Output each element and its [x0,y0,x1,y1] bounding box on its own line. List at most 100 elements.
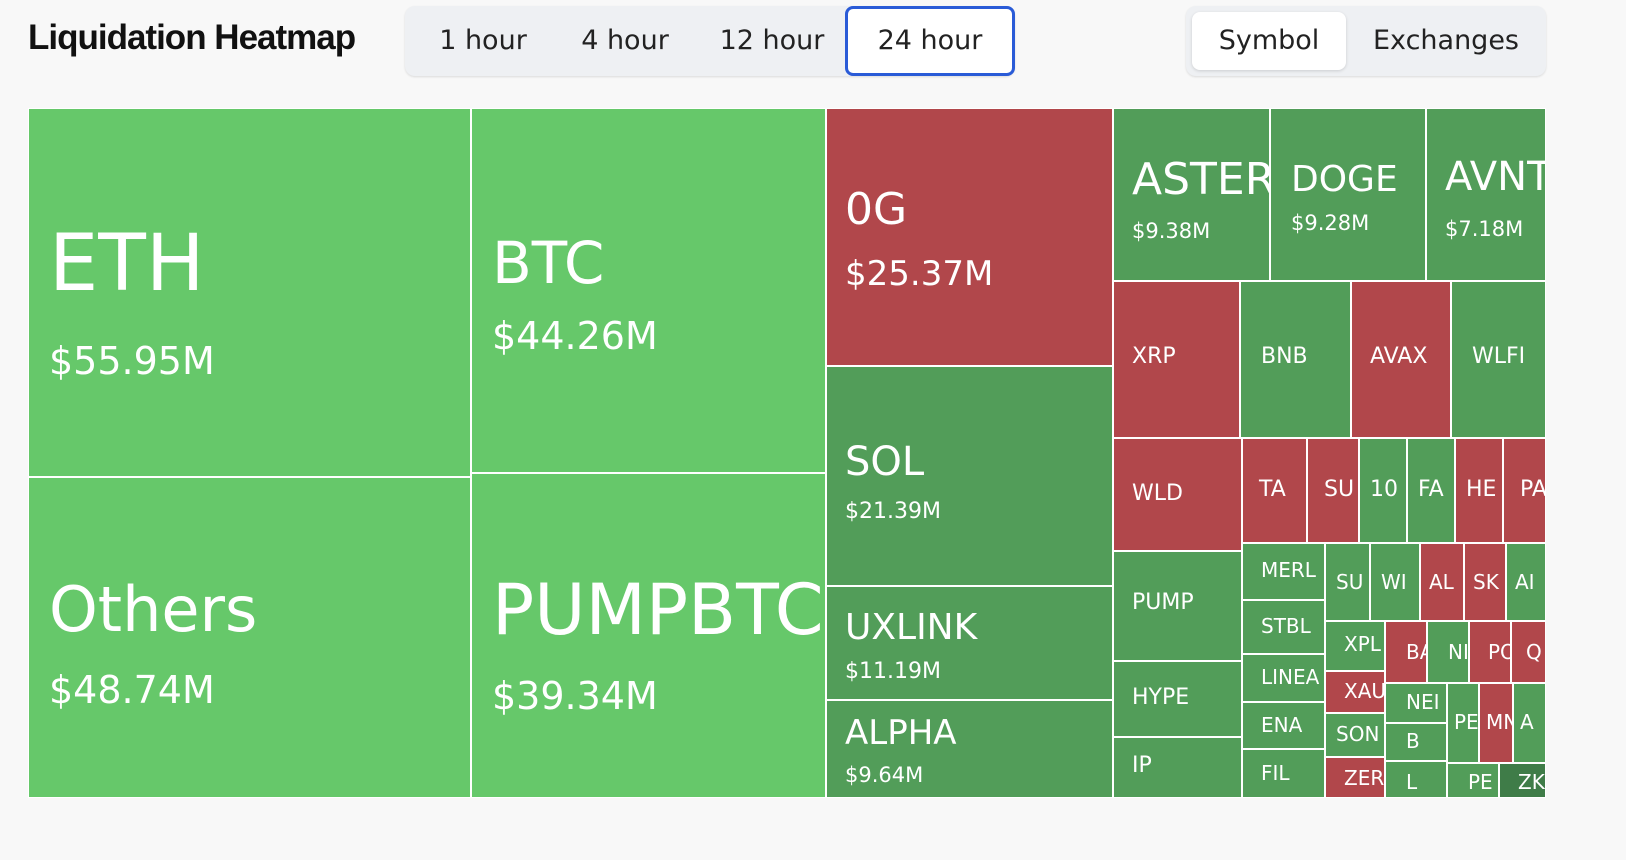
heatmap-tile-zk[interactable]: ZK [1499,763,1546,798]
tile-symbol: IP [1132,753,1152,778]
tile-symbol: ENA [1261,713,1303,737]
tile-symbol: BNB [1261,344,1308,369]
tile-symbol: 0G [845,184,908,235]
tile-symbol: PA [1520,477,1546,502]
heatmap-tile-wi[interactable]: WI [1370,543,1420,621]
tab-12-hour[interactable]: 12 hour [719,25,825,56]
heatmap-tile-10[interactable]: 10 [1359,438,1407,543]
tile-symbol: TA [1259,477,1286,502]
tile-symbol: WLFI [1472,344,1526,369]
heatmap-tile-ni[interactable]: NI [1427,621,1469,683]
heatmap-tile-others[interactable]: Others $48.74M [28,477,471,798]
heatmap-tile-aster[interactable]: ASTER $9.38M [1113,108,1270,281]
heatmap-tile-al[interactable]: AL [1420,543,1464,621]
tile-symbol: BA [1406,640,1426,664]
tab-1-hour[interactable]: 1 hour [439,25,527,56]
tile-symbol: NEI [1406,690,1440,714]
heatmap-tile-a[interactable]: A [1513,683,1546,763]
heatmap-tile-zer[interactable]: ZER [1325,757,1385,798]
tile-value: $9.28M [1291,211,1370,235]
tile-symbol: FA [1418,477,1444,502]
tile-symbol: ASTER [1132,154,1270,205]
heatmap-tile-mnt[interactable]: MNT [1479,683,1513,763]
heatmap-tile-stbl[interactable]: STBL [1242,600,1325,654]
tab-symbol[interactable]: Symbol [1192,12,1346,70]
tile-symbol: AI [1515,570,1535,594]
heatmap-tile-xau[interactable]: XAU [1325,671,1385,713]
heatmap-tile-bnb[interactable]: BNB [1240,281,1351,438]
heatmap-tile-q[interactable]: Q [1511,621,1546,683]
tab-4-hour[interactable]: 4 hour [581,25,669,56]
heatmap-tile-fil[interactable]: FIL [1242,749,1325,798]
tile-symbol: B [1406,729,1420,753]
heatmap-tile-ip[interactable]: IP [1113,737,1242,798]
heatmap-tile-pen[interactable]: PEN [1447,683,1479,763]
heatmap-tile-pe[interactable]: PE [1447,763,1499,798]
page-title: Liquidation Heatmap [28,18,356,57]
heatmap-tile-eth[interactable]: ETH $55.95M [28,108,471,477]
heatmap-tile-linea[interactable]: LINEA [1242,654,1325,702]
tile-symbol: Others [49,573,258,646]
heatmap-tile-0g[interactable]: 0G $25.37M [826,108,1113,366]
tile-symbol: XPL [1344,632,1381,656]
heatmap-tile-sk[interactable]: SK [1464,543,1506,621]
heatmap-tile-avax[interactable]: AVAX [1351,281,1451,438]
tile-symbol: Q [1526,640,1542,664]
tile-symbol: WLD [1132,481,1183,506]
heatmap-tile-wlfi[interactable]: WLFI [1451,281,1546,438]
tile-symbol: WI [1381,570,1407,594]
tile-symbol: PUMPBTC [492,569,824,651]
tile-symbol: DOGE [1291,159,1398,200]
heatmap-tile-ai[interactable]: AI [1506,543,1546,621]
heatmap-tile-sol[interactable]: SOL $21.39M [826,366,1113,586]
heatmap-tile-wld[interactable]: WLD [1113,438,1242,551]
tile-value: $9.38M [1132,219,1211,243]
tile-symbol: HYPE [1132,685,1190,710]
tile-value: $11.19M [845,659,941,684]
tile-symbol: BTC [492,229,605,297]
heatmap-tile-b[interactable]: B [1385,723,1447,761]
heatmap-tile-pump[interactable]: PUMP [1113,551,1242,661]
heatmap-tile-su[interactable]: SU [1307,438,1359,543]
tile-symbol: AVAX [1370,344,1428,369]
heatmap-tile-ta[interactable]: TA [1242,438,1307,543]
tile-symbol: ALPHA [845,713,957,753]
heatmap-tile-xpl[interactable]: XPL [1325,621,1385,671]
heatmap-tile-pumpbtc[interactable]: PUMPBTC $39.34M [471,473,826,798]
heatmap-tile-ba[interactable]: BA [1385,621,1427,683]
heatmap-tile-son[interactable]: SON [1325,713,1385,757]
tile-symbol: NI [1448,640,1469,664]
heatmap-tile-fa[interactable]: FA [1407,438,1455,543]
heatmap-tile-xrp[interactable]: XRP [1113,281,1240,438]
heatmap-tile-merl[interactable]: MERL [1242,543,1325,600]
tile-value: $7.18M [1445,217,1524,241]
tile-value: $44.26M [492,314,658,358]
tab-exchanges[interactable]: Exchanges [1373,25,1519,56]
heatmap-tile-ena[interactable]: ENA [1242,702,1325,749]
view-mode-selector: Symbol Exchanges [1186,6,1546,76]
time-range-selector: 1 hour 4 hour 12 hour 24 hour [405,6,1015,76]
tile-symbol: AL [1429,570,1454,594]
heatmap-tile-btc[interactable]: BTC $44.26M [471,108,826,473]
tile-value: $48.74M [49,668,215,712]
liquidation-heatmap: ETH $55.95M Others $48.74M BTC $44.26M PUMPBTC… [28,108,1546,798]
heatmap-tile-po[interactable]: PO [1469,621,1511,683]
tile-symbol: A [1520,710,1534,734]
tile-symbol: XAU [1344,679,1385,703]
heatmap-tile-pa[interactable]: PA [1503,438,1546,543]
heatmap-tile-he[interactable]: HE [1455,438,1503,543]
tab-24-hour[interactable]: 24 hour [845,6,1015,76]
heatmap-tile-doge[interactable]: DOGE $9.28M [1270,108,1426,281]
tile-symbol: SON [1336,722,1380,746]
tile-symbol: SU [1324,477,1355,502]
heatmap-tile-l[interactable]: L [1385,761,1447,798]
tile-symbol: UXLINK [845,607,978,648]
tile-symbol: PE [1468,770,1493,794]
heatmap-tile-hype[interactable]: HYPE [1113,661,1242,737]
heatmap-tile-avnt[interactable]: AVNT $7.18M [1426,108,1546,281]
heatmap-tile-uxlink[interactable]: UXLINK $11.19M [826,586,1113,700]
heatmap-tile-alpha[interactable]: ALPHA $9.64M [826,700,1113,798]
tile-symbol: SOL [845,439,925,485]
heatmap-tile-su[interactable]: SU [1325,543,1370,621]
heatmap-tile-nei[interactable]: NEI [1385,683,1447,723]
